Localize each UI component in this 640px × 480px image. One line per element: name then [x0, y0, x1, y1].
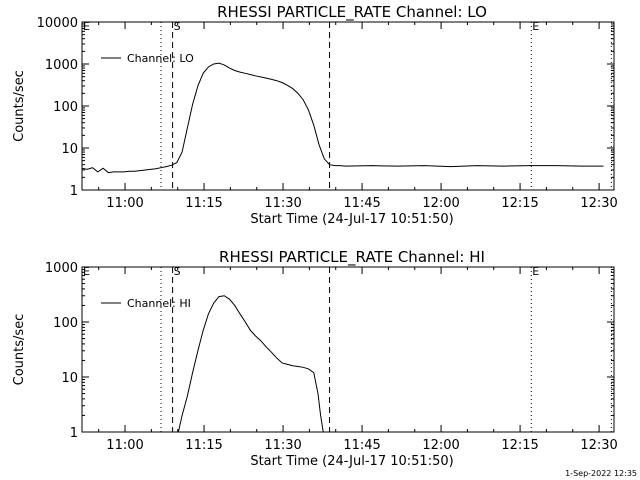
panel-2-x-tick-label: 12:30 — [580, 438, 617, 453]
footer-timestamp: 1-Sep-2022 12:35 — [565, 469, 637, 478]
panel-2-corner-label: E — [83, 265, 90, 278]
panel-2-plot-frame — [81, 266, 615, 433]
panel-2-x-tick-label: 12:00 — [422, 438, 459, 453]
panel-1-y-tick-label: 10000 — [37, 16, 78, 31]
panel-1-plot-frame — [81, 21, 615, 191]
panel-2-x-tick-label: 11:15 — [185, 438, 222, 453]
panel-1-x-tick-label: 12:30 — [580, 196, 617, 211]
panel-1-x-tick-label: 12:15 — [501, 196, 538, 211]
panel-1-series-line — [81, 62, 604, 174]
panel-2-x-axis-label: Start Time (24-Jul-17 10:51:50) — [250, 454, 453, 469]
panel-1-y-tick-label: 100 — [53, 100, 78, 115]
panel-1-x-tick-label: 11:30 — [264, 196, 301, 211]
panel-1-corner-label: E — [83, 20, 90, 33]
panel-1-x-tick-label: 11:15 — [185, 196, 222, 211]
panel-2-marker-label: E — [532, 265, 539, 278]
panel-2-x-tick-label: 11:45 — [343, 438, 380, 453]
panel-1-chart-title: RHESSI PARTICLE_RATE Channel: LO — [217, 3, 487, 22]
panel-1-legend-label: Channel: LO — [127, 52, 194, 65]
panel-2-legend-label: Channel: HI — [127, 297, 191, 310]
panel-2-series-line — [177, 295, 324, 433]
panel-1-y-axis-label: Counts/sec — [12, 70, 27, 142]
panel-2-y-axis-label: Counts/sec — [12, 314, 27, 386]
panel-1-x-axis-label: Start Time (24-Jul-17 10:51:50) — [250, 212, 453, 227]
panel-1-y-tick-label: 1000 — [45, 58, 78, 73]
panel-1-marker-label: S — [174, 20, 181, 33]
panel-2-x-tick-label: 11:00 — [106, 438, 143, 453]
panel-2-x-tick-label: 11:30 — [264, 438, 301, 453]
panel-1-x-tick-label: 11:00 — [106, 196, 143, 211]
panel-1-x-tick-label: 11:45 — [343, 196, 380, 211]
panel-2-y-tick-label: 100 — [53, 316, 78, 331]
panel-1-x-tick-label: 12:00 — [422, 196, 459, 211]
panel-2-y-tick-label: 1000 — [45, 261, 78, 276]
panel-2-y-tick-label: 10 — [61, 371, 78, 386]
panel-2-y-tick-label: 1 — [70, 426, 78, 441]
panel-2-chart-title: RHESSI PARTICLE_RATE Channel: HI — [219, 248, 485, 267]
panel-2-marker-label: S — [174, 265, 181, 278]
panel-1-y-tick-label: 1 — [70, 184, 78, 199]
panel-1-y-tick-label: 10 — [61, 142, 78, 157]
panel-1-marker-label: E — [532, 20, 539, 33]
panel-2-x-tick-label: 12:15 — [501, 438, 538, 453]
